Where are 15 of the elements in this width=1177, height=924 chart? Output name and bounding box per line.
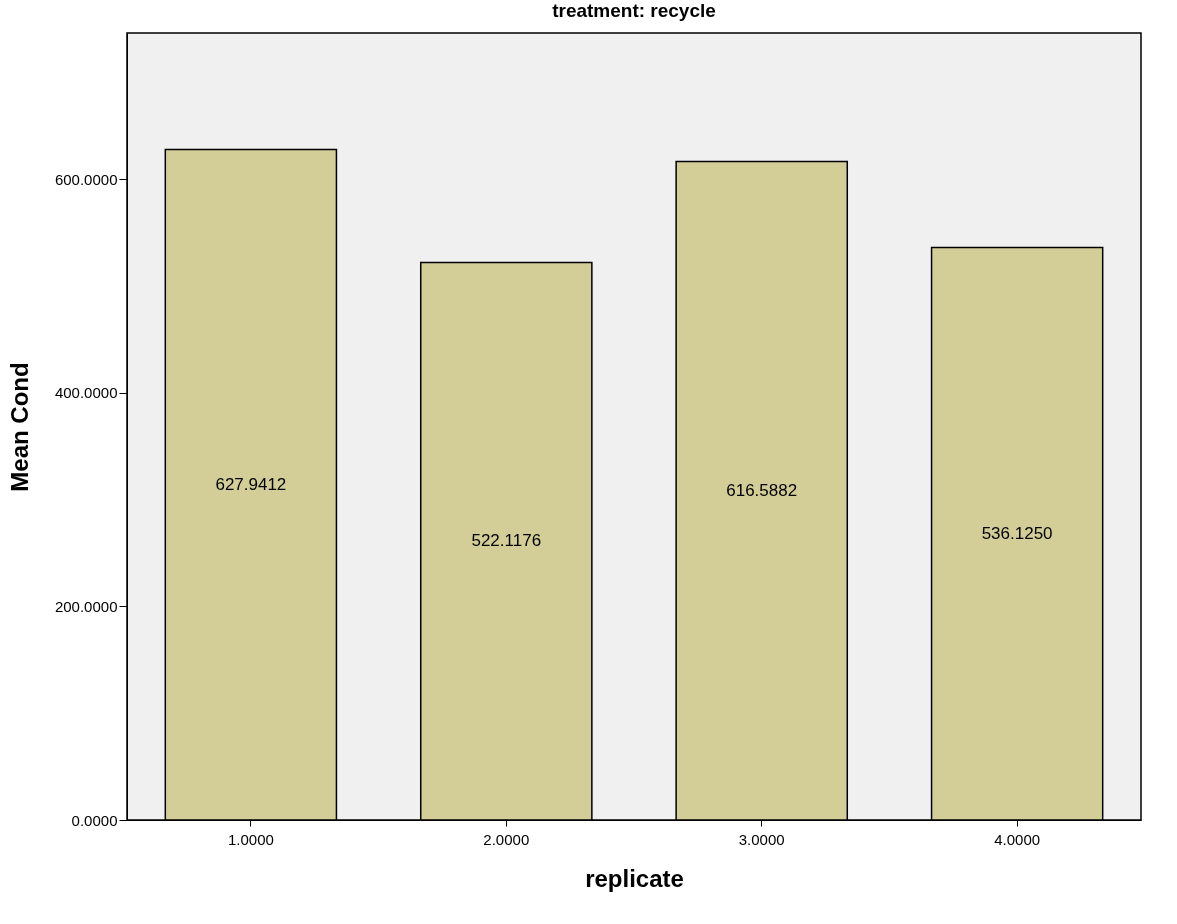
- y-tick-label: 600.0000: [54, 170, 118, 188]
- y-tick-label: 0.0000: [71, 811, 118, 829]
- y-tick-label: 400.0000: [54, 384, 118, 402]
- data-label: 536.1250: [981, 523, 1053, 543]
- data-label: 627.9412: [215, 474, 287, 494]
- data-label: 522.1176: [471, 531, 542, 551]
- x-axis-title: replicate: [585, 864, 684, 892]
- x-tick-label: 2.0000: [483, 830, 530, 848]
- chart-title: treatment: recycle: [552, 0, 716, 21]
- data-label: 616.5882: [726, 480, 798, 500]
- y-tick-label: 200.0000: [54, 597, 118, 615]
- x-tick-label: 4.0000: [994, 830, 1041, 848]
- y-axis-title: Mean Cond: [5, 362, 33, 492]
- x-tick-label: 3.0000: [738, 830, 785, 848]
- x-tick-label: 1.0000: [227, 830, 274, 848]
